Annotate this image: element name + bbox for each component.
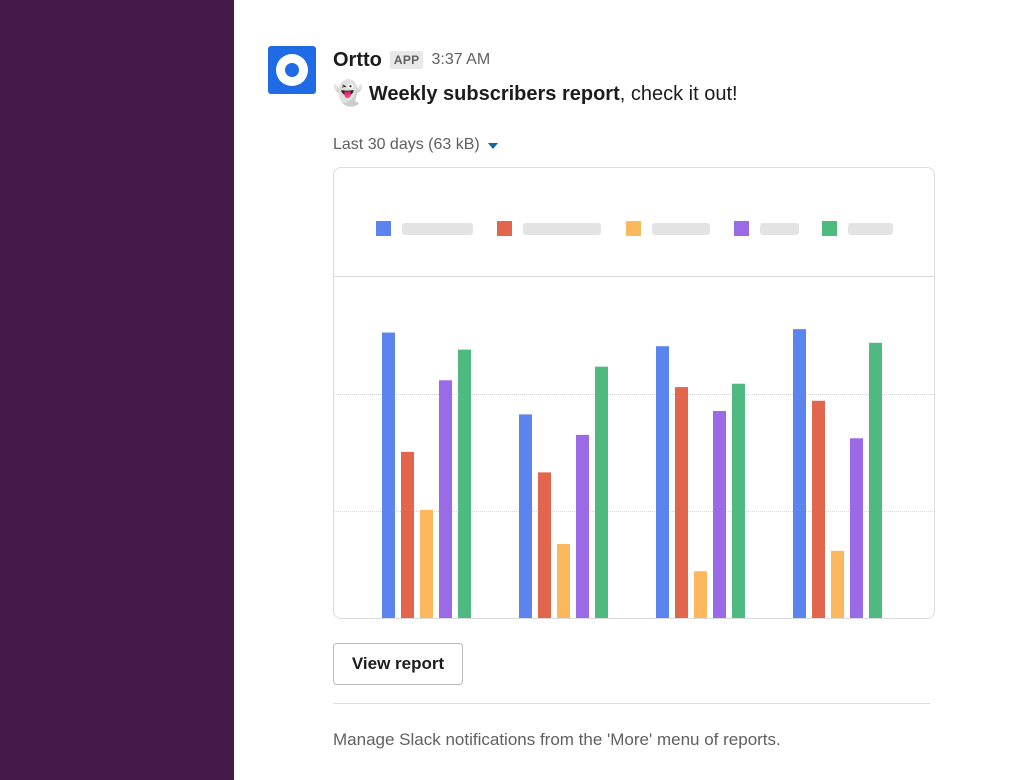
- footer-divider: [333, 703, 930, 704]
- message-timestamp[interactable]: 3:37 AM: [431, 51, 491, 68]
- message-bold-text: Weekly subscribers report: [368, 82, 620, 105]
- bar-g1-s3: [420, 509, 433, 618]
- bar-g2-s1: [519, 414, 532, 618]
- bar-g3-s3: [694, 571, 707, 618]
- caret-down-icon[interactable]: [487, 143, 498, 149]
- message-rest-text: , check it out!: [619, 82, 738, 105]
- legend-label-placeholder-2: [523, 223, 601, 235]
- bar-g4-s1: [793, 329, 806, 618]
- legend-swatch-2: [497, 221, 512, 236]
- attachment-meta[interactable]: Last 30 days (63 kB): [333, 134, 498, 156]
- ortto-app-avatar[interactable]: [268, 46, 316, 94]
- footer-note: Manage Slack notifications from the 'Mor…: [333, 730, 781, 749]
- message-text: 👻 Weekly subscribers report , check it o…: [333, 79, 738, 109]
- legend-swatch-1: [376, 221, 391, 236]
- bar-g3-s1: [656, 346, 669, 618]
- bar-g4-s4: [850, 438, 863, 618]
- bar-chart: [334, 221, 934, 618]
- legend-swatch-3: [626, 221, 641, 236]
- legend-swatch-4: [734, 221, 749, 236]
- bar-g4-s3: [831, 550, 844, 618]
- ortto-logo-icon: [276, 54, 308, 86]
- legend-label-placeholder-1: [402, 223, 473, 235]
- bar-g1-s2: [401, 451, 414, 618]
- bar-g2-s3: [557, 543, 570, 618]
- bar-g2-s5: [595, 366, 608, 618]
- bar-g1-s5: [458, 349, 471, 618]
- bar-g1-s4: [439, 380, 452, 618]
- legend-swatch-5: [822, 221, 837, 236]
- ghost-emoji: 👻: [333, 80, 363, 107]
- bar-g4-s2: [812, 400, 825, 618]
- bar-g3-s4: [713, 410, 726, 618]
- sender-name[interactable]: Ortto: [333, 48, 382, 71]
- bar-g4-s5: [869, 342, 882, 618]
- bar-g1-s1: [382, 332, 395, 618]
- view-report-button[interactable]: View report: [333, 643, 463, 685]
- bar-g3-s2: [675, 387, 688, 618]
- message-header: Ortto APP 3:37 AM: [333, 47, 490, 73]
- legend-label-placeholder-5: [848, 223, 893, 235]
- legend-label-placeholder-4: [760, 223, 799, 235]
- app-badge: APP: [389, 51, 424, 69]
- bar-g3-s5: [732, 383, 745, 618]
- bar-g2-s4: [576, 434, 589, 618]
- legend-label-placeholder-3: [652, 223, 710, 235]
- workspace-sidebar: [0, 0, 234, 780]
- attachment-meta-label: Last 30 days (63 kB): [333, 136, 480, 153]
- chart-image[interactable]: [333, 167, 935, 619]
- bar-g2-s2: [538, 472, 551, 618]
